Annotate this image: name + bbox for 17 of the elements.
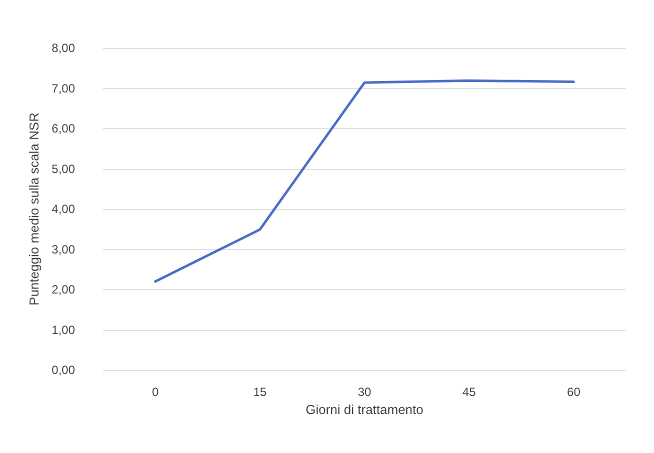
x-tick-label: 30 [358, 385, 372, 399]
x-axis-title: Giorni di trattamento [306, 402, 424, 417]
x-tick-label: 45 [462, 385, 476, 399]
y-tick-label: 1,00 [52, 322, 76, 337]
x-tick-label: 15 [253, 385, 267, 399]
y-tick-label: 7,00 [52, 81, 76, 96]
y-tick-label: 2,00 [52, 282, 76, 296]
y-tick-label: 4,00 [52, 202, 76, 216]
line-series [154, 79, 575, 283]
x-tick-label: 0 [152, 385, 159, 399]
y-tick-label: 6,00 [52, 122, 76, 136]
x-tick-label: 60 [567, 385, 581, 399]
y-tick-label: 5,00 [52, 162, 76, 176]
y-axis-title: Punteggio medio sulla scala NSR [26, 112, 42, 306]
y-tick-label: 8,00 [52, 41, 76, 55]
y-tick-label: 3,00 [52, 242, 76, 256]
y-tick-label: 0,00 [52, 363, 76, 377]
